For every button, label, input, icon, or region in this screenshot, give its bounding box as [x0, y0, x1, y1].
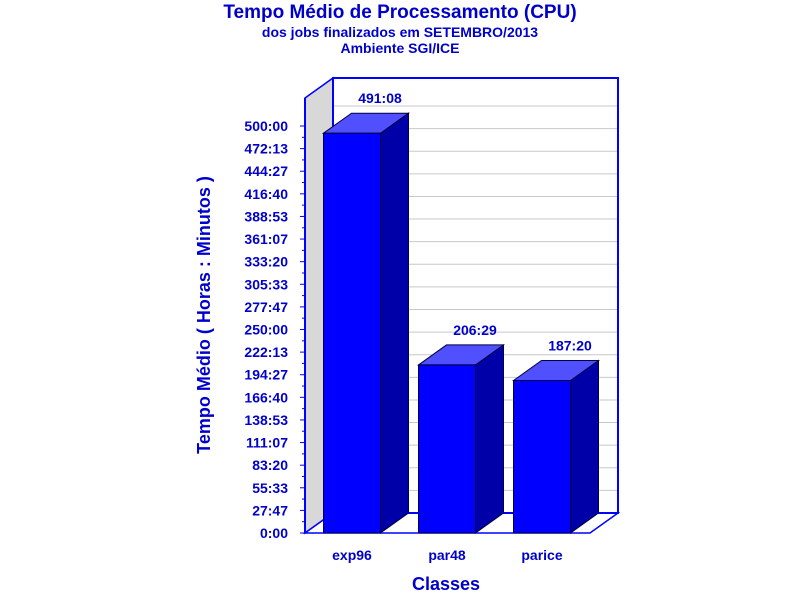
bar-side	[380, 112, 409, 534]
y-tick-label: 333:20	[244, 254, 288, 270]
chart-title: Tempo Médio de Processamento (CPU)	[223, 2, 577, 23]
y-tick-label: 194:27	[244, 367, 288, 383]
y-tick-label: 0:00	[260, 525, 288, 541]
y-tick-label: 500:00	[244, 118, 288, 134]
data-label: 206:29	[453, 322, 497, 338]
data-label: 491:08	[358, 90, 402, 106]
y-tick-label: 388:53	[244, 208, 288, 224]
x-tick-label: par48	[428, 547, 466, 563]
bar	[513, 380, 571, 534]
y-tick-label: 55:33	[252, 480, 288, 496]
y-tick-label: 277:47	[244, 299, 288, 315]
chart-subtitle-environment: Ambiente SGI/ICE	[340, 40, 460, 56]
y-tick-label: 27:47	[252, 502, 288, 518]
y-tick-label: 222:13	[244, 344, 288, 360]
x-axis-title: Classes	[412, 574, 480, 594]
y-tick-label: 83:20	[252, 457, 288, 473]
y-tick-label: 305:33	[244, 276, 288, 292]
y-tick-label: 472:13	[244, 141, 288, 157]
x-tick-label: parice	[521, 547, 562, 563]
y-tick-label: 361:07	[244, 231, 288, 247]
data-label: 187:20	[548, 338, 592, 354]
y-tick-label: 250:00	[244, 322, 288, 338]
y-tick-label: 166:40	[244, 389, 288, 405]
y-axis-title: Tempo Médio ( Horas : Minutos )	[194, 176, 214, 454]
y-tick-label: 444:27	[244, 163, 288, 179]
bar-side	[475, 343, 504, 534]
y-tick-label: 416:40	[244, 186, 288, 202]
bar	[418, 364, 476, 534]
y-tick-label: 138:53	[244, 412, 288, 428]
x-tick-label: exp96	[332, 547, 372, 563]
chart-subtitle: dos jobs finalizados em SETEMBRO/2013	[261, 24, 539, 40]
bar-side	[570, 359, 599, 534]
bar	[323, 132, 381, 534]
y-tick-label: 111:07	[246, 435, 288, 451]
